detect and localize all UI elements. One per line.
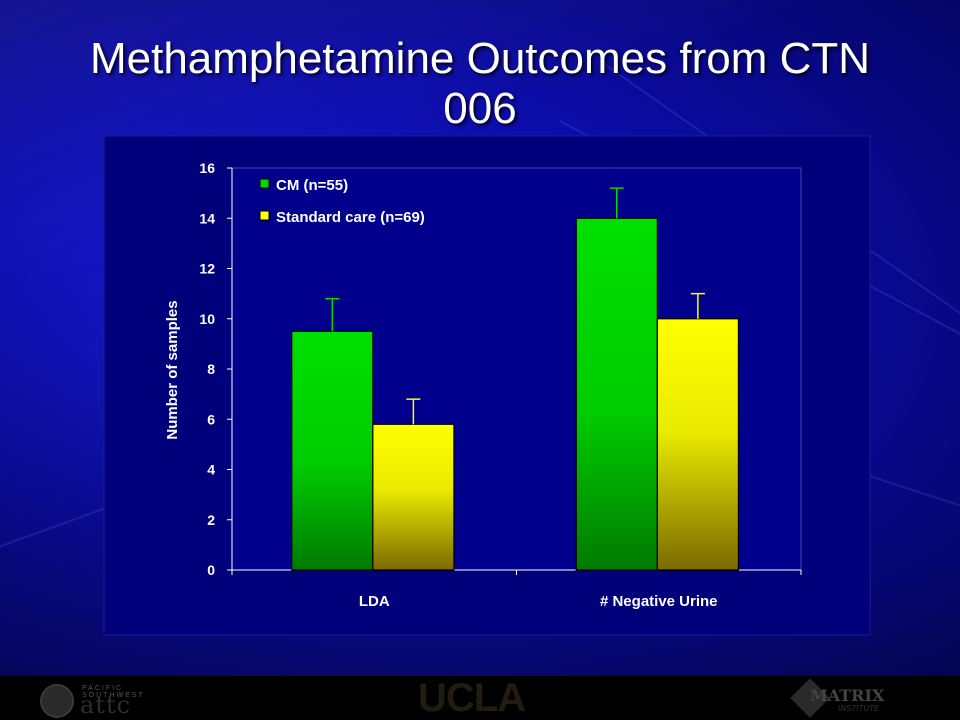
attc-logo: PACIFIC SOUTHWEST attc xyxy=(40,682,162,719)
y-tick-label: 0 xyxy=(207,562,215,578)
y-tick-label: 16 xyxy=(199,160,215,176)
matrix-logo: MATRIX INSTITUTE xyxy=(790,678,900,718)
bars xyxy=(291,187,740,571)
x-tick-label: # Negative Urine xyxy=(600,593,718,610)
bar xyxy=(372,423,455,571)
y-tick-label: 12 xyxy=(199,261,215,277)
attc-logo-emblem xyxy=(40,684,74,718)
footer-bar: PACIFIC SOUTHWEST attc UCLA MATRIX INSTI… xyxy=(0,676,960,720)
bar xyxy=(575,217,658,571)
x-tick-label: LDA xyxy=(359,593,390,610)
y-tick-label: 4 xyxy=(207,462,215,478)
slide-title-line2: 006 xyxy=(443,84,517,133)
legend-label: CM (n=55) xyxy=(276,177,348,194)
legend: CM (n=55) Standard care (n=69) xyxy=(259,177,425,226)
y-axis: 0 2 4 6 8 10 12 14 16 xyxy=(199,160,233,578)
slide-background: Methamphetamine Outcomes from CTN 006 0 2… xyxy=(0,0,960,678)
ucla-logo: UCLA xyxy=(418,676,526,720)
bar xyxy=(291,330,374,571)
legend-swatch xyxy=(259,178,270,189)
y-tick-label: 8 xyxy=(207,361,215,377)
y-tick-label: 10 xyxy=(199,311,215,327)
matrix-logo-text: MATRIX xyxy=(810,686,885,705)
legend-swatch xyxy=(259,210,270,221)
bar xyxy=(656,318,740,571)
bar-chart: 0 2 4 6 8 10 12 14 16 LDA # Negative Urine CM (n=… xyxy=(103,135,871,636)
slide-title-line1: Methamphetamine Outcomes from CTN xyxy=(89,34,871,83)
slide-title: Methamphetamine Outcomes from CTN 006 xyxy=(20,34,940,134)
y-tick-label: 6 xyxy=(207,411,215,427)
legend-label: Standard care (n=69) xyxy=(276,209,425,226)
attc-logo-text: attc xyxy=(80,691,132,719)
y-axis-label: Number of samples xyxy=(164,300,181,439)
y-tick-label: 2 xyxy=(207,512,215,528)
y-tick-label: 14 xyxy=(199,210,215,226)
